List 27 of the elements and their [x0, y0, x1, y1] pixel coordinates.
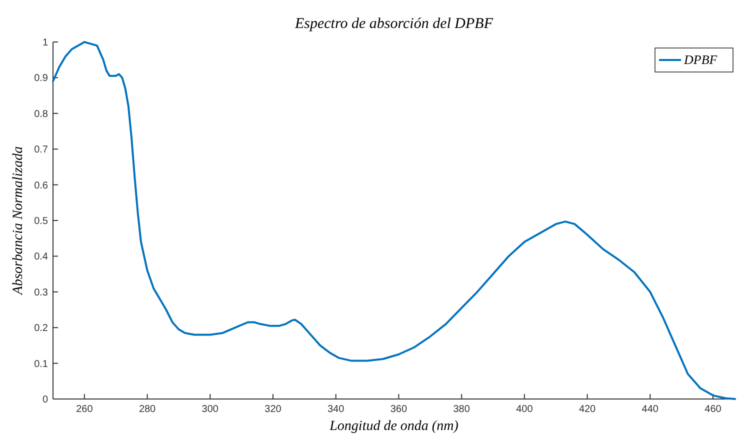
legend-label: DPBF	[683, 52, 718, 67]
x-tick-label: 320	[264, 404, 282, 415]
x-tick-label: 380	[453, 404, 470, 415]
y-axis-title: Absorbancia Normalizada	[11, 146, 26, 296]
x-tick-label: 460	[704, 404, 722, 415]
x-axis-title: Longitud de onda (nm)	[328, 419, 459, 434]
y-tick-label: 0.3	[34, 287, 48, 298]
x-tick-label: 300	[202, 404, 219, 415]
x-tick-label: 440	[642, 404, 659, 415]
line-series	[52, 41, 736, 400]
y-tick-label: 0.2	[34, 323, 48, 334]
x-tick-label: 400	[516, 404, 534, 415]
x-tick-label: 420	[578, 404, 596, 415]
chart-title: Espectro de absorción del DPBF	[294, 16, 494, 32]
y-tick-label: 0.6	[34, 180, 48, 192]
x-tick-label: 340	[328, 404, 345, 415]
y-tick-label: 1	[42, 38, 48, 48]
x-tick-label: 360	[390, 404, 408, 415]
y-tick-label: 0.5	[34, 216, 48, 227]
y-tick-label: 0.1	[34, 358, 48, 370]
y-tick-label: 0	[42, 394, 48, 406]
y-tick-label: 0.4	[34, 252, 48, 263]
y-tick-label: 0.9	[34, 73, 48, 84]
x-tick-label: 260	[76, 404, 94, 415]
y-tick-label: 0.8	[34, 108, 48, 120]
x-tick-label: 280	[138, 404, 156, 415]
y-tick-label: 0.7	[34, 144, 48, 156]
